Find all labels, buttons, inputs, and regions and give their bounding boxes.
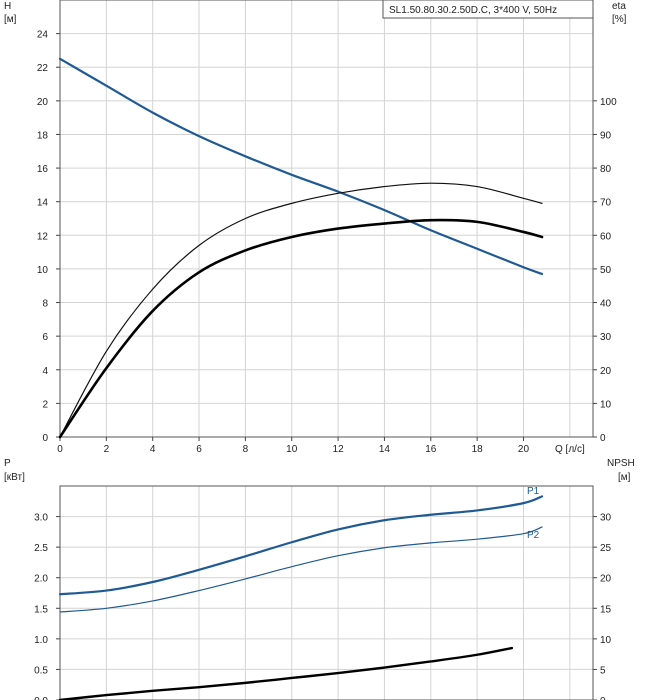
- x-tick-label: 16: [425, 444, 437, 455]
- x-tick-label: 0: [57, 444, 63, 455]
- top-right-tick-label: 70: [600, 198, 612, 209]
- npsh-curve: [58, 646, 514, 700]
- bottom-left-axis-unit: [кВт]: [4, 472, 25, 483]
- head-curve: [58, 57, 544, 276]
- bottom-right-tick-label: 0: [600, 696, 606, 700]
- efficiency-curve-thin: [59, 182, 543, 438]
- x-tick-label: 10: [286, 444, 298, 455]
- top-right-tick-label: 80: [600, 164, 612, 175]
- top-left-tick-label: 10: [37, 265, 49, 276]
- top-chart-frame: [59, 0, 594, 438]
- bottom-left-tick-label: 1.0: [34, 635, 48, 646]
- bottom-right-tick-label: 5: [600, 665, 606, 676]
- x-tick-label: 6: [196, 444, 202, 455]
- bottom-left-axis-label: P: [4, 458, 11, 469]
- bottom-chart-ticks: 0.0 0.5 1.0 1.5 2.0 2.5 3.0 0 5 10 15 20 25 30: [34, 513, 612, 700]
- top-right-tick-label: 30: [600, 332, 612, 343]
- bottom-left-tick-label: 2.5: [34, 543, 48, 554]
- bottom-left-tick-label: 0.0: [34, 696, 48, 700]
- top-left-tick-label: 0: [42, 433, 48, 444]
- x-tick-label: 2: [104, 444, 110, 455]
- top-left-tick-label: 16: [37, 164, 49, 175]
- bottom-left-tick-label: 2.0: [34, 574, 48, 585]
- top-left-tick-label: 20: [37, 97, 49, 108]
- top-right-tick-label: 0: [600, 433, 606, 444]
- bottom-left-tick-label: 3.0: [34, 513, 48, 524]
- series-label-p2: P2: [527, 530, 540, 541]
- power-p1-curve: [58, 495, 544, 596]
- top-left-tick-label: 14: [37, 198, 49, 209]
- bottom-right-tick-label: 20: [600, 574, 612, 585]
- top-chart-series: [58, 57, 544, 439]
- bottom-chart-frame: [59, 485, 594, 700]
- bottom-right-axis-label: NPSH: [607, 458, 635, 469]
- top-left-tick-label: 6: [42, 332, 48, 343]
- bottom-chart-grid: [59, 486, 593, 700]
- top-right-tick-label: 100: [600, 97, 617, 108]
- top-right-tick-label: 90: [600, 130, 612, 141]
- top-left-axis-unit: [м]: [4, 14, 17, 25]
- top-left-tick-label: 22: [37, 63, 49, 74]
- bottom-left-tick-label: 0.5: [34, 665, 48, 676]
- efficiency-curve-thick: [58, 218, 544, 439]
- top-left-tick-label: 12: [37, 231, 49, 242]
- top-chart-ticks: 0 2 4 6 8 10 12 14 16 18 2002468101214161820222401…: [37, 30, 617, 455]
- top-chart-grid: [59, 0, 593, 437]
- top-right-tick-label: 60: [600, 231, 612, 242]
- top-right-axis-label: eta: [612, 1, 626, 12]
- bottom-right-tick-label: 15: [600, 604, 612, 615]
- x-tick-label: 8: [243, 444, 249, 455]
- top-left-tick-label: 4: [42, 366, 48, 377]
- bottom-right-tick-label: 25: [600, 543, 612, 554]
- top-left-tick-label: 24: [37, 30, 49, 41]
- x-tick-label: 4: [150, 444, 156, 455]
- top-right-tick-label: 10: [600, 399, 612, 410]
- series-label-p1: P1: [527, 486, 540, 497]
- top-left-tick-label: 2: [42, 399, 48, 410]
- top-left-tick-label: 8: [42, 299, 48, 310]
- bottom-right-tick-label: 30: [600, 513, 612, 524]
- power-p2-curve: [59, 526, 543, 613]
- bottom-right-axis-unit: [м]: [618, 472, 631, 483]
- top-right-tick-label: 50: [600, 265, 612, 276]
- top-left-axis-label: H: [4, 1, 11, 12]
- bottom-left-tick-label: 1.5: [34, 604, 48, 615]
- x-tick-label: 18: [472, 444, 484, 455]
- top-left-tick-label: 18: [37, 130, 49, 141]
- top-right-tick-label: 20: [600, 366, 612, 377]
- x-tick-label: 12: [333, 444, 345, 455]
- bottom-right-tick-label: 10: [600, 635, 612, 646]
- top-right-axis-unit: [%]: [612, 14, 627, 25]
- chart-title: SL1.50.80.30.2.50D.C, 3*400 V, 50Hz: [389, 5, 557, 16]
- x-tick-label: 20: [518, 444, 530, 455]
- x-axis-label: Q [л/с]: [555, 444, 585, 455]
- bottom-chart-series: [58, 495, 544, 700]
- x-tick-label: 14: [379, 444, 391, 455]
- top-right-tick-label: 40: [600, 299, 612, 310]
- chart-title-box: [382, 0, 594, 19]
